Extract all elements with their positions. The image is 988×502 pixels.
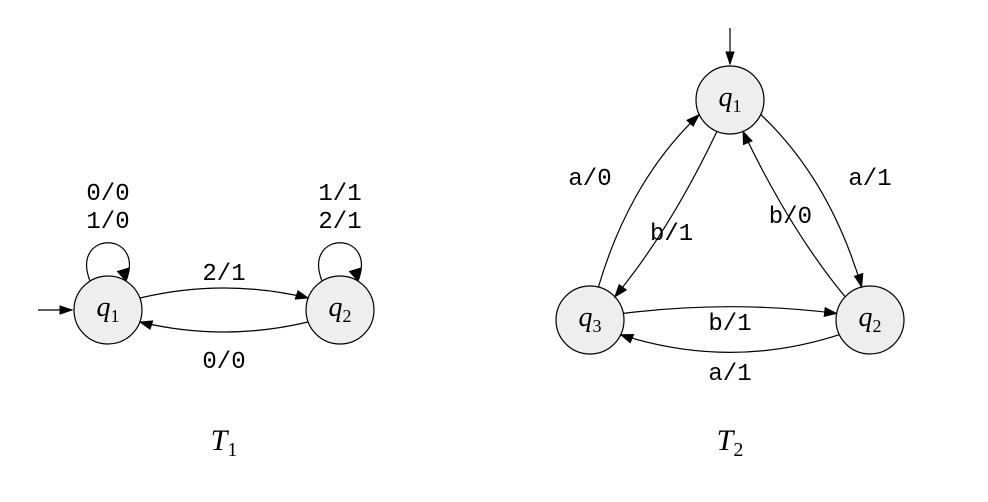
t2-edge-q1-q3: b/1: [615, 132, 717, 297]
t2-q2q1-label: b/0: [769, 204, 812, 231]
t2-q3-q: q: [579, 302, 593, 333]
t2-caption-sub: 2: [733, 439, 743, 461]
t2-q1-q: q: [719, 82, 733, 113]
t1-q2-sub: 2: [343, 306, 352, 326]
t2-q1-sub: 1: [733, 96, 742, 116]
t1-edge-q2-q1: 0/0: [140, 321, 308, 376]
t1-node-q2: q2: [306, 276, 374, 344]
t2-initial-arrow: [726, 28, 734, 64]
t1-q1-sub: 1: [111, 306, 120, 326]
t1-caption-sub: 1: [227, 439, 237, 461]
t2-edge-q3-q1: a/0: [568, 115, 699, 287]
t1-q2q1-label: 0/0: [202, 349, 245, 376]
t2-q1q3-label: b/1: [650, 221, 693, 248]
t2-q2-sub: 2: [873, 316, 882, 336]
t2-edge-q2-q3: a/1: [621, 335, 840, 389]
t2-q2-q: q: [859, 302, 873, 333]
t1-initial-arrow: [38, 306, 72, 314]
t2-caption: T2: [717, 424, 744, 461]
t2-q3q2-label: b/1: [708, 311, 751, 338]
t1-caption: T1: [211, 424, 238, 461]
t1-q2-q: q: [329, 292, 343, 323]
t1-q1-loop-label-1: 1/0: [86, 209, 129, 236]
t2-q3-sub: 3: [593, 316, 602, 336]
t2-node-q2: q2: [836, 286, 904, 354]
t1-node-q1: q1: [74, 276, 142, 344]
t1-q1-q: q: [97, 292, 111, 323]
t1-q1q2-label: 2/1: [202, 261, 245, 288]
t1-q2-loop-label-0: 1/1: [318, 181, 361, 208]
t2-q1q2-label: a/1: [848, 166, 891, 193]
t2-node-q3: q3: [556, 286, 624, 354]
t1-edge-q1-loop: 0/0 1/0: [86, 181, 129, 281]
t1-edge-q2-loop: 1/1 2/1: [318, 181, 361, 281]
t1-q2-loop-label-1: 2/1: [318, 209, 361, 236]
t2-edge-q2-q1: b/0: [743, 132, 845, 297]
t2-q3q1-label: a/0: [568, 166, 611, 193]
t2-edge-q3-q2: b/1: [623, 307, 836, 338]
t2-node-q1: q1: [696, 66, 764, 134]
t1-q1-loop-label-0: 0/0: [86, 181, 129, 208]
t2-edge-q1-q2: a/1: [761, 115, 892, 287]
t2-q2q3-label: a/1: [708, 361, 751, 388]
t1-edge-q1-q2: 2/1: [140, 261, 308, 299]
